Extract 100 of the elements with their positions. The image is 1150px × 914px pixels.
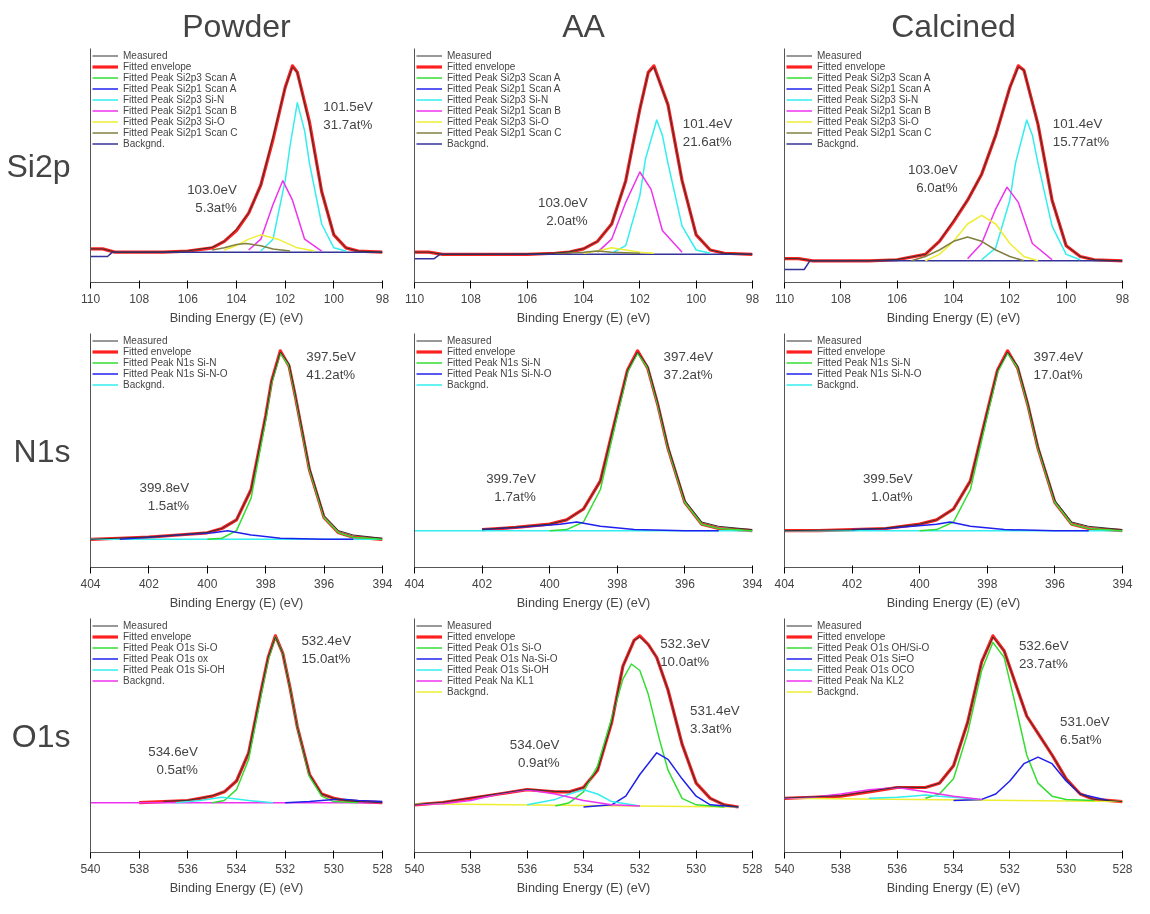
annotation: 534.0eV 0.9at% — [509, 736, 560, 770]
annotation: 399.5eV 1.0at% — [862, 471, 913, 505]
x-tick-label: 102 — [629, 291, 651, 306]
legend-label: Fitted envelope — [123, 346, 192, 357]
annotation: 101.5eV 31.7at% — [323, 98, 374, 132]
legend-label: Measured — [447, 620, 492, 631]
legend-label: Fitted Peak O1s Si-O — [447, 642, 542, 653]
x-tick-label: 528 — [742, 861, 763, 876]
annotation: 399.7eV 1.7at% — [486, 471, 536, 505]
legend-label: Fitted Peak Si2p1 Scan C — [447, 127, 562, 138]
annotation: 101.4eV 15.77at% — [1052, 116, 1110, 149]
x-tick-label: 538 — [460, 861, 482, 876]
legend-label: Measured — [817, 335, 862, 346]
annotation: 532.6eV 23.7at% — [1018, 638, 1069, 672]
legend-label: Fitted Peak O1s OCO — [817, 664, 915, 675]
legend-label: Backgnd. — [447, 686, 489, 697]
legend-label: Fitted Peak O1s ox — [123, 653, 209, 664]
x-tick-label: 402 — [138, 576, 160, 591]
x-tick-label: 110 — [404, 291, 425, 306]
x-tick-label: 98 — [745, 291, 760, 306]
x-tick-label: 100 — [686, 291, 707, 306]
x-tick-label: 540 — [404, 861, 425, 876]
x-tick-label: 404 — [404, 576, 425, 591]
legend-label: Fitted Peak N1s Si-N-O — [447, 368, 552, 379]
legend-label: Fitted Peak Si2p3 Scan A — [123, 72, 237, 83]
legend-label: Measured — [447, 50, 492, 61]
x-tick-label: 536 — [177, 861, 199, 876]
legend-label: Fitted Peak Si2p1 Scan A — [447, 83, 561, 94]
legend-label: Backgnd. — [123, 675, 165, 686]
x-tick-label: 534 — [943, 861, 964, 876]
x-tick-label: 532 — [275, 861, 296, 876]
x-tick-label: 402 — [472, 576, 493, 591]
x-tick-label: 528 — [372, 861, 393, 876]
x-axis-title: Binding Energy (E) (eV) — [886, 595, 1021, 610]
annotation: 397.5eV 41.2at% — [306, 349, 357, 382]
legend-label: Fitted envelope — [123, 631, 192, 642]
x-axis-title: Binding Energy (E) (eV) — [516, 310, 651, 325]
legend-label: Fitted Peak N1s Si-N — [817, 357, 911, 368]
legend-label: Measured — [817, 50, 862, 61]
x-tick-label: 532 — [999, 861, 1021, 876]
legend-label: Fitted Peak N1s Si-N-O — [817, 368, 922, 379]
x-tick-label: 106 — [517, 291, 538, 306]
legend-label: Backgnd. — [817, 379, 859, 390]
legend-label: Fitted envelope — [123, 61, 192, 72]
legend-label: Fitted Peak O1s Si-OH — [123, 664, 225, 675]
legend-label: Fitted Peak Si2p3 Si-O — [817, 116, 919, 127]
legend-label: Fitted Peak Si2p1 Scan B — [123, 105, 237, 116]
y-axis-title: Si2p — [6, 147, 71, 184]
legend-label: Fitted Peak N1s Si-N — [123, 357, 217, 368]
x-tick-label: 532 — [629, 861, 651, 876]
legend-label: Backgnd. — [447, 138, 489, 149]
x-tick-label: 530 — [686, 861, 707, 876]
x-tick-label: 404 — [774, 576, 795, 591]
legend-label: Fitted envelope — [817, 61, 886, 72]
x-tick-label: 538 — [129, 861, 150, 876]
x-tick-label: 104 — [226, 291, 247, 306]
legend-label: Measured — [123, 335, 168, 346]
y-axis-title: O1s — [11, 717, 71, 754]
legend-label: Fitted envelope — [817, 346, 886, 357]
x-tick-label: 106 — [887, 291, 908, 306]
x-axis-title: Binding Energy (E) (eV) — [169, 595, 304, 610]
legend-label: Fitted Peak Si2p1 Scan A — [123, 83, 237, 94]
x-tick-label: 400 — [909, 576, 931, 591]
x-axis-title: Binding Energy (E) (eV) — [169, 880, 304, 895]
x-tick-label: 108 — [460, 291, 482, 306]
legend-label: Fitted Peak Si2p1 Scan B — [447, 105, 561, 116]
x-tick-label: 104 — [573, 291, 594, 306]
legend-label: Fitted Peak Si2p3 Scan A — [447, 72, 561, 83]
x-tick-label: 396 — [674, 576, 696, 591]
x-axis-title: Binding Energy (E) (eV) — [886, 880, 1021, 895]
annotation: 531.0eV 6.5at% — [1060, 714, 1110, 747]
x-tick-label: 106 — [177, 291, 199, 306]
x-tick-label: 100 — [323, 291, 345, 306]
x-tick-label: 108 — [830, 291, 852, 306]
x-tick-label: 394 — [742, 576, 763, 591]
chart-title: Calcined — [891, 7, 1016, 44]
x-tick-label: 536 — [887, 861, 908, 876]
legend-label: Fitted Peak Si2p1 Scan B — [817, 105, 931, 116]
legend-label: Backgnd. — [123, 138, 165, 149]
legend-label: Fitted Peak Si2p1 Scan A — [817, 83, 931, 94]
annotation: 399.8eV 1.5at% — [139, 479, 190, 513]
x-axis-title: Binding Energy (E) (eV) — [169, 310, 304, 325]
x-axis-title: Binding Energy (E) (eV) — [886, 310, 1021, 325]
legend-label: Fitted Peak Na KL2 — [817, 675, 904, 686]
legend-label: Measured — [123, 50, 168, 61]
legend-label: Backgnd. — [447, 379, 489, 390]
legend-label: Fitted Peak N1s Si-N-O — [123, 368, 228, 379]
legend-label: Fitted Peak Si2p3 Scan A — [817, 72, 931, 83]
x-tick-label: 98 — [375, 291, 390, 306]
x-tick-label: 110 — [774, 291, 795, 306]
x-tick-label: 394 — [372, 576, 393, 591]
legend-label: Fitted envelope — [817, 631, 886, 642]
legend-label: Measured — [447, 335, 492, 346]
x-tick-label: 394 — [1112, 576, 1133, 591]
legend-label: Backgnd. — [817, 686, 859, 697]
x-tick-label: 540 — [774, 861, 795, 876]
annotation: 397.4eV 17.0at% — [1033, 349, 1084, 382]
x-tick-label: 400 — [539, 576, 561, 591]
x-axis-title: Binding Energy (E) (eV) — [516, 595, 651, 610]
x-tick-label: 534 — [573, 861, 594, 876]
